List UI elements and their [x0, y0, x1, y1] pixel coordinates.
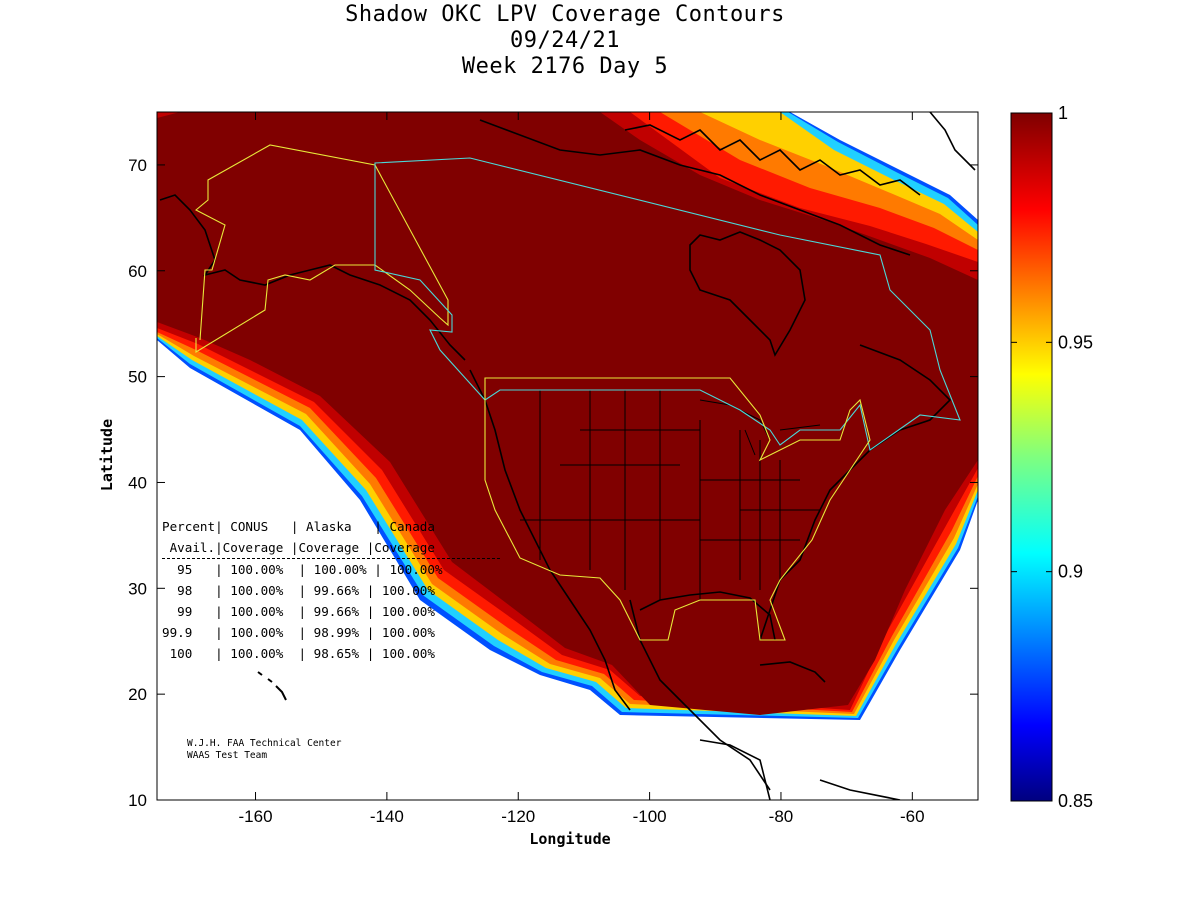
- credits-line-1: W.J.H. FAA Technical Center: [187, 738, 342, 749]
- colorbar: [1010, 112, 1053, 802]
- title-line-3: Week 2176 Day 5: [461, 54, 669, 79]
- coastlines: [159, 112, 976, 800]
- y-tick-label: 30: [128, 579, 147, 598]
- stats-row: 100 | 100.00% | 98.65% | 100.00%: [162, 646, 435, 661]
- figure-title: Shadow OKC LPV Coverage Contours 09/24/2…: [0, 2, 1130, 80]
- west-coast: [469, 369, 631, 711]
- y-axis-ticks: 10 20 30 40 50 60 70: [128, 156, 978, 810]
- state-lines-central: [659, 390, 800, 600]
- x-tick-label: -140: [370, 807, 404, 826]
- state-lines-west: [520, 390, 700, 590]
- central-america: [699, 739, 901, 800]
- alaska-coast: [159, 194, 466, 361]
- state-lines-east: [740, 440, 820, 590]
- canada-service-boundary: [374, 157, 961, 451]
- great-lakes: [699, 399, 821, 456]
- x-tick-label: -80: [769, 807, 794, 826]
- colorbar-labels: 1 0.95 0.9 0.85: [1011, 103, 1093, 811]
- stats-row: 98 | 100.00% | 99.66% | 100.00%: [162, 583, 435, 598]
- title-line-2: 09/24/21: [510, 28, 620, 53]
- x-tick-label: -100: [633, 807, 667, 826]
- hawaii-islands: [257, 671, 287, 701]
- x-axis-label: Longitude: [529, 830, 610, 848]
- y-tick-label: 50: [128, 368, 147, 387]
- x-tick-label: -160: [239, 807, 273, 826]
- map-area: [157, 112, 978, 800]
- colorbar-tick-label: 0.85: [1058, 791, 1093, 811]
- y-tick-label: 70: [128, 156, 147, 175]
- conus-service-boundary: [484, 377, 871, 641]
- stats-row: 99 | 100.00% | 99.66% | 100.00%: [162, 604, 435, 619]
- greenland-edge: [929, 112, 976, 171]
- stats-row: 95 | 100.00% | 100.00% | 100.00%: [162, 562, 443, 577]
- alaska-service-boundary: [195, 144, 449, 353]
- cuba: [759, 661, 826, 683]
- y-axis-label: Latitude: [98, 419, 116, 491]
- credits-line-2: WAAS Test Team: [187, 750, 268, 761]
- coverage-stats-table: Percent| CONUS | Alaska | Canada Avail.|…: [162, 516, 500, 664]
- colorbar-tick-label: 0.9: [1058, 562, 1083, 582]
- x-tick-label: -120: [501, 807, 535, 826]
- canada-north-coast: [479, 119, 911, 256]
- x-axis-ticks: -160 -140 -120 -100 -80 -60: [239, 112, 925, 826]
- x-tick-label: -60: [900, 807, 925, 826]
- plot-frame: [156, 111, 979, 801]
- stats-row: 99.9 | 100.00% | 98.99% | 100.00%: [162, 625, 435, 640]
- stats-rows: 95 | 100.00% | 100.00% | 100.00% 98 | 10…: [162, 559, 500, 664]
- colorbar-tick-label: 0.95: [1058, 332, 1093, 352]
- credits: W.J.H. FAA Technical Center WAAS Test Tea…: [187, 738, 341, 762]
- y-tick-label: 20: [128, 685, 147, 704]
- stats-header-2: Avail.|Coverage |Coverage |Coverage: [162, 537, 500, 559]
- y-tick-label: 60: [128, 262, 147, 281]
- coverage-full-region: [157, 112, 978, 715]
- us-state-lines: [520, 390, 821, 600]
- colorbar-tick-label: 1: [1058, 103, 1068, 123]
- y-tick-label: 40: [128, 473, 147, 492]
- canadian-archipelago: [624, 124, 921, 196]
- hudson-bay: [689, 231, 806, 357]
- y-tick-label: 10: [128, 791, 147, 810]
- title-line-1: Shadow OKC LPV Coverage Contours: [345, 2, 785, 27]
- stats-header-1: Percent| CONUS | Alaska | Canada: [162, 519, 435, 534]
